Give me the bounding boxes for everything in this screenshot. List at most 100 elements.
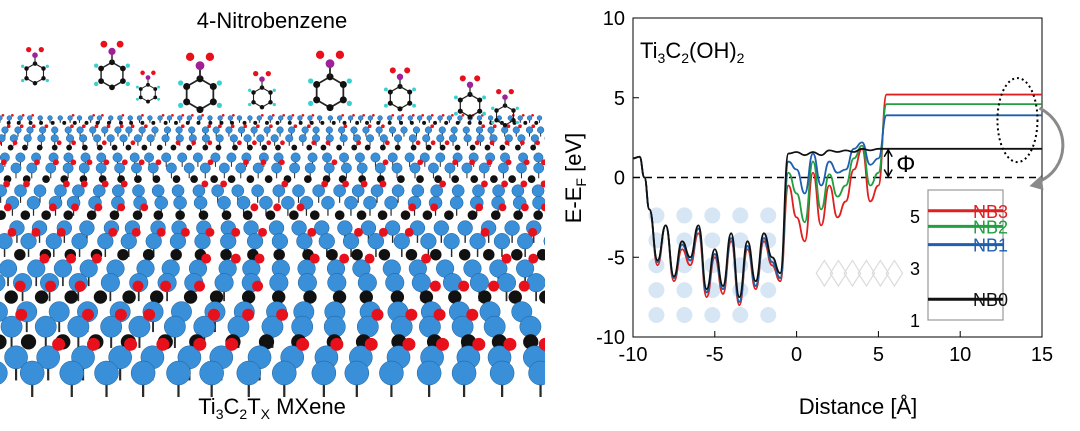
titanium-atom: [232, 185, 244, 197]
oxygen-atom: [307, 124, 311, 128]
oxygen-atom: [431, 140, 436, 145]
titanium-atom: [15, 127, 22, 134]
titanium-atom: [450, 196, 463, 209]
oxygen-atom: [372, 309, 384, 321]
titanium-atom: [437, 135, 445, 143]
oxygen-atom: [472, 338, 485, 351]
oxygen-atom: [488, 281, 499, 292]
ghost-atom: [760, 282, 776, 298]
oxygen-atom: [66, 254, 76, 264]
carbon-atom: [39, 121, 43, 125]
carbon-atom: [222, 210, 232, 220]
oxygen-atom: [225, 338, 238, 351]
titanium-atom: [278, 116, 283, 121]
oxygen-atom: [341, 114, 344, 117]
titanium-atom: [358, 116, 363, 121]
ghost-atom: [676, 307, 692, 323]
titanium-atom: [494, 233, 510, 249]
titanium-atom: [439, 127, 446, 134]
ghost-atom: [676, 282, 692, 298]
oxygen-atom: [330, 338, 343, 351]
titanium-atom: [476, 127, 483, 134]
oxygen-atom: [181, 228, 190, 237]
titanium-atom: [376, 127, 383, 134]
titanium-atom: [34, 185, 46, 197]
carbon-atom: [247, 175, 255, 183]
oxygen-atom: [53, 159, 59, 165]
x-tick-label: 5: [873, 344, 884, 366]
nitrobenzene-molecule: [384, 67, 416, 111]
oxygen-atom: [131, 124, 135, 128]
oxygen-atom: [107, 124, 111, 128]
oxygen-atom: [252, 140, 257, 145]
oxygen-atom: [380, 181, 387, 188]
oxygen-atom: [242, 309, 254, 321]
oxygen-atom: [524, 159, 530, 165]
carbon-atom: [406, 249, 417, 260]
carbon-atom: [478, 121, 482, 125]
oxygen-atom: [87, 338, 100, 351]
titanium-atom: [289, 163, 299, 173]
titanium-atom: [363, 196, 376, 209]
titanium-atom: [27, 116, 32, 121]
oxygen-atom: [92, 254, 102, 264]
titanium-atom: [132, 185, 144, 197]
titanium-atom: [321, 196, 334, 209]
oxygen-atom: [462, 114, 465, 117]
titanium-atom: [452, 361, 476, 385]
oxygen-atom: [87, 159, 93, 165]
carbon-atom: [273, 249, 284, 260]
titanium-atom: [417, 361, 441, 385]
oxygen-atom: [321, 181, 328, 188]
carbon-atom: [125, 145, 131, 151]
titanium-atom: [177, 153, 186, 162]
carbon-atom: [96, 121, 100, 125]
titanium-atom: [451, 127, 458, 134]
ghost-atom: [704, 232, 720, 248]
titanium-atom: [93, 135, 101, 143]
titanium-atom: [219, 163, 229, 173]
titanium-atom: [194, 196, 207, 209]
carbon-atom: [533, 210, 543, 220]
carbon-atom: [379, 249, 390, 260]
titanium-atom: [449, 135, 457, 143]
oxygen-atom: [452, 159, 458, 165]
titanium-atom: [505, 221, 520, 236]
oxygen-atom: [326, 140, 331, 145]
carbon-atom: [73, 121, 77, 125]
carbon-atom: [186, 145, 192, 151]
titanium-atom: [341, 163, 351, 173]
oxygen-atom: [102, 140, 107, 145]
work-function-label: Φ: [896, 151, 915, 178]
oxygen-atom: [23, 181, 30, 188]
carbon-atom: [451, 175, 459, 183]
oxygen-atom: [117, 203, 125, 211]
oxygen-atom: [243, 124, 247, 128]
oxygen-atom: [95, 124, 99, 128]
carbon-atom: [483, 249, 494, 260]
titanium-atom: [338, 127, 345, 134]
titanium-atom: [35, 316, 56, 337]
carbon-atom: [534, 121, 538, 125]
oxygen-atom: [13, 140, 18, 145]
carbon-atom: [376, 121, 380, 125]
titanium-atom: [305, 163, 315, 173]
carbon-atom: [265, 175, 273, 183]
y-tick-label: -5: [607, 247, 625, 269]
titanium-atom: [484, 316, 505, 337]
oxygen-atom: [22, 114, 25, 117]
titanium-atom: [392, 163, 402, 173]
titanium-atom: [0, 135, 5, 143]
nitrobenzene-molecule: [308, 51, 352, 112]
titanium-atom: [155, 196, 168, 209]
oxygen-atom: [421, 114, 424, 117]
carbon-atom: [490, 175, 498, 183]
titanium-atom: [412, 273, 431, 292]
titanium-atom: [285, 135, 293, 143]
carbon-atom: [440, 145, 446, 151]
titanium-atom: [215, 273, 234, 292]
titanium-atom: [490, 361, 514, 385]
oxygen-atom: [487, 159, 493, 165]
titanium-atom: [488, 116, 493, 121]
carbon-atom: [530, 145, 536, 151]
